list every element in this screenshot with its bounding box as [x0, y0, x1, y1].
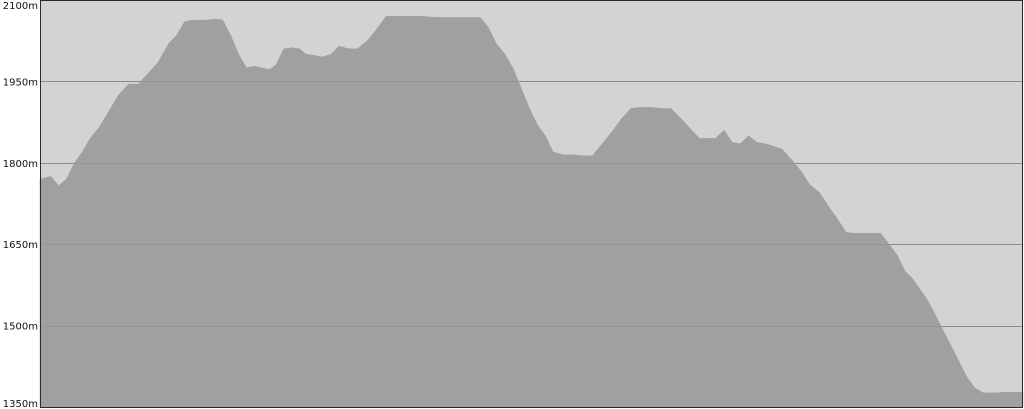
y-tick-label: 1500m: [3, 322, 38, 333]
elevation-area: [39, 16, 1024, 408]
y-axis: 2100m 1950m 1800m 1650m 1500m 1350m: [3, 1, 38, 409]
y-tick-label: 1950m: [3, 77, 38, 88]
plot-border: [40, 0, 1023, 408]
y-tick-label: 1800m: [3, 159, 38, 170]
y-tick-label: 1350m: [3, 399, 38, 409]
y-tick-label: 1650m: [3, 240, 38, 251]
gridlines-overlay: [40, 81, 1023, 327]
y-tick-label: 2100m: [3, 1, 38, 12]
